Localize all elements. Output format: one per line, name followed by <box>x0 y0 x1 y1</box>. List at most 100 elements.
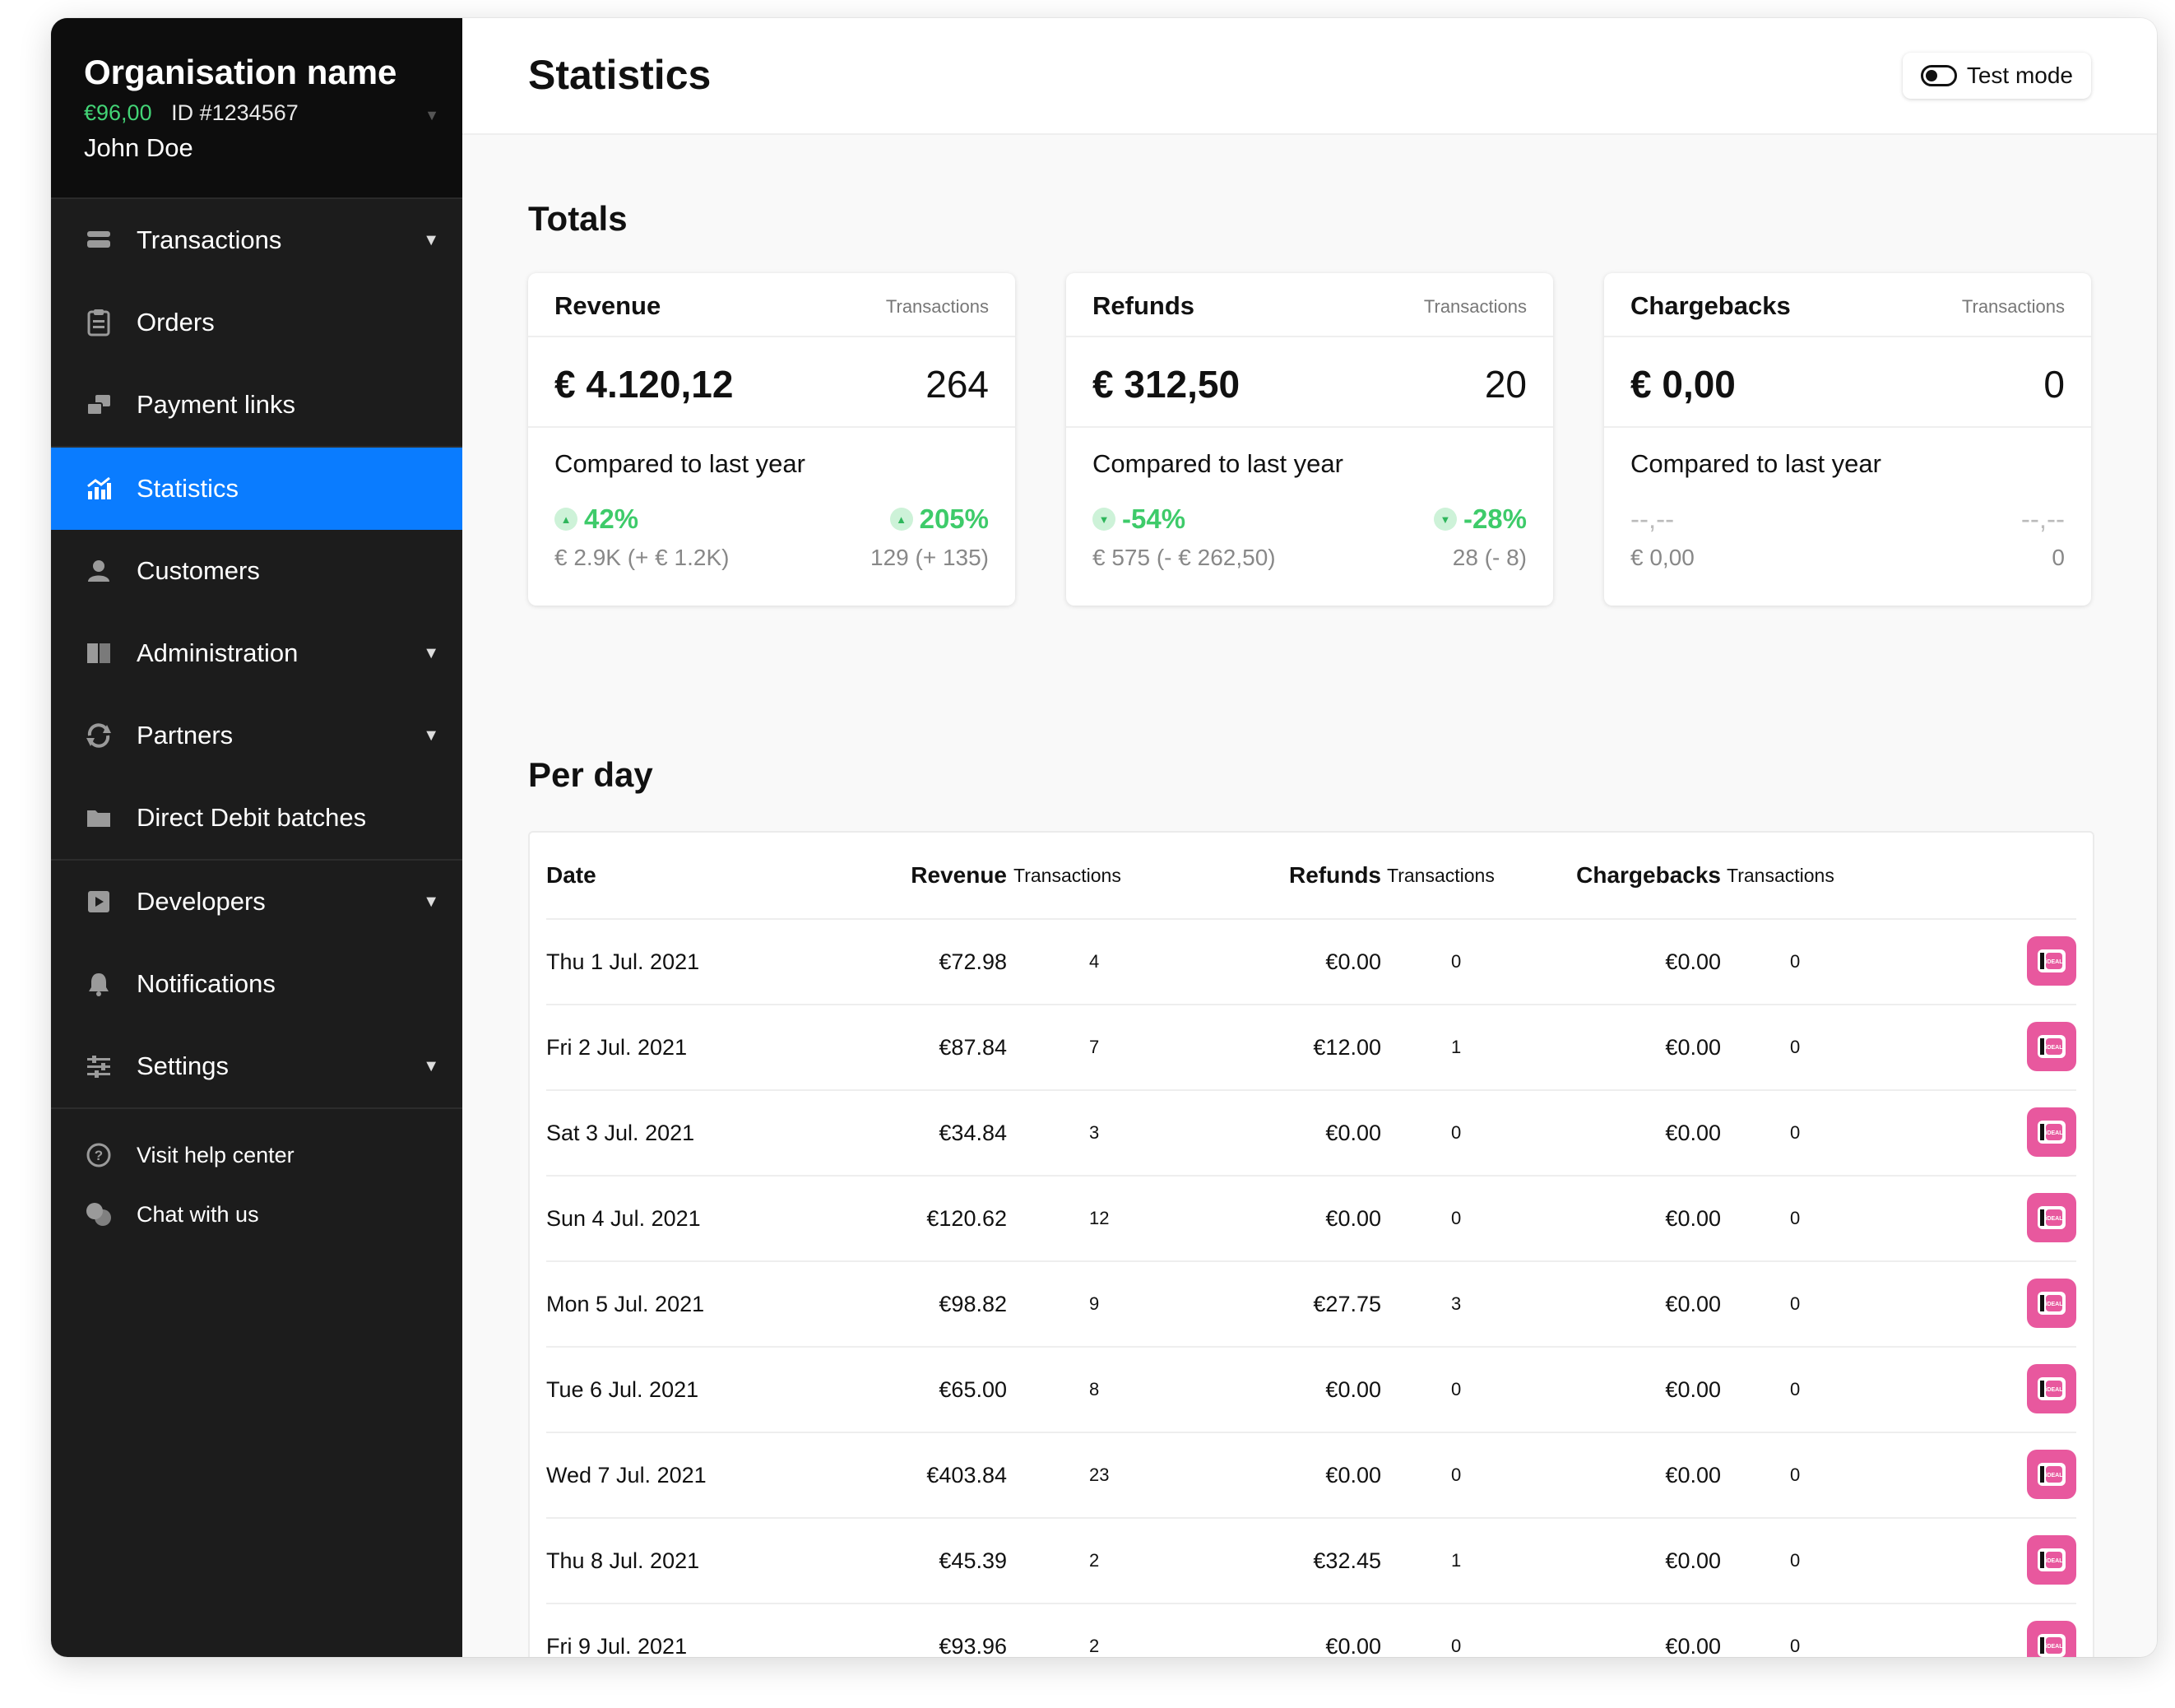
sidebar-item-direct-debit-batches[interactable]: Direct Debit batches <box>51 777 462 861</box>
revenue-card: Revenue Transactions € 4.120,12 264 Comp… <box>528 273 1015 606</box>
cell-chargebacks: €0.00 <box>1665 949 1721 974</box>
cell-refunds: €0.00 <box>1325 1120 1381 1145</box>
cell-chargebacks: €0.00 <box>1665 1462 1721 1488</box>
help-icon: ? <box>84 1140 114 1170</box>
cell-refunds-transactions: 0 <box>1451 1208 1462 1228</box>
cell-refunds-transactions: 3 <box>1451 1293 1462 1314</box>
organisation-switcher[interactable]: Organisation name €96,00 ID #1234567 Joh… <box>51 18 462 199</box>
table-row: Tue 6 Jul. 2021 €65.00 8 €0.00 0 €0.00 0 iDEAL <box>546 1348 2076 1433</box>
arrow-up-icon: ▲ <box>889 508 913 531</box>
cell-revenue-transactions: 12 <box>1089 1208 1110 1228</box>
cell-refunds: €0.00 <box>1325 1633 1381 1658</box>
chevron-down-icon: ▼ <box>423 230 439 249</box>
chat-link[interactable]: Chat with us <box>51 1185 462 1244</box>
ideal-icon[interactable]: iDEAL <box>2027 1107 2076 1157</box>
chevron-down-icon: ▼ <box>423 892 439 911</box>
column-header-refunds: Refunds <box>1289 862 1381 888</box>
cell-date: Thu 8 Jul. 2021 <box>546 1548 700 1573</box>
ideal-icon[interactable]: iDEAL <box>2027 1279 2076 1328</box>
cell-chargebacks: €0.00 <box>1665 1548 1721 1573</box>
cell-refunds-transactions: 0 <box>1451 1122 1462 1143</box>
sidebar-item-label: Settings <box>137 1051 230 1080</box>
card-amounts: € 312,50 20 <box>1066 337 1553 428</box>
sidebar-item-customers[interactable]: Customers <box>51 530 462 612</box>
cell-date: Thu 1 Jul. 2021 <box>546 949 700 974</box>
cell-chargebacks: €0.00 <box>1665 1376 1721 1402</box>
cell-refunds-transactions: 0 <box>1451 1636 1462 1656</box>
cell-revenue: €403.84 <box>926 1462 1007 1488</box>
cell-refunds-transactions: 1 <box>1451 1037 1462 1057</box>
card-title: Revenue <box>554 291 661 320</box>
cell-chargebacks: €0.00 <box>1665 1034 1721 1060</box>
count-change-pct: 205% <box>919 504 989 534</box>
count-change-pct: -28% <box>1463 504 1527 534</box>
sidebar-item-label: Transactions <box>137 225 282 254</box>
top-bar: Statistics Test mode <box>462 18 2157 135</box>
cell-revenue-transactions: 9 <box>1089 1293 1100 1314</box>
ideal-icon[interactable]: iDEAL <box>2027 936 2076 986</box>
table-header: Date Revenue Transactions Refunds Transa… <box>546 833 2076 920</box>
sidebar-item-label: Orders <box>137 308 215 336</box>
card-title: Chargebacks <box>1630 291 1791 320</box>
card-transactions-label: Transactions <box>885 296 989 317</box>
sidebar-item-settings[interactable]: Settings ▼ <box>51 1025 462 1109</box>
ideal-icon[interactable]: iDEAL <box>2027 1621 2076 1657</box>
help-center-link[interactable]: ? Visit help center <box>51 1126 462 1185</box>
sidebar-item-developers[interactable]: Developers ▼ <box>51 861 462 943</box>
compare-label: Compared to last year <box>554 449 805 478</box>
amount-change-pct: 42% <box>584 504 639 534</box>
amount-last-year: € 0,00 <box>1630 545 1695 570</box>
table-row: Fri 2 Jul. 2021 €87.84 7 €12.00 1 €0.00 0 iDEAL <box>546 1005 2076 1091</box>
sidebar-nav: Transactions ▼ Orders Payment links Sta <box>51 199 462 1109</box>
column-header-revenue-transactions: Transactions <box>1013 864 1121 886</box>
cell-revenue: €45.39 <box>939 1548 1007 1573</box>
sidebar-item-notifications[interactable]: Notifications <box>51 943 462 1025</box>
sidebar-item-label: Payment links <box>137 390 295 419</box>
ideal-icon[interactable]: iDEAL <box>2027 1193 2076 1242</box>
sidebar-item-partners[interactable]: Partners ▼ <box>51 694 462 777</box>
svg-text:iDEAL: iDEAL <box>2046 1387 2064 1393</box>
sidebar-item-orders[interactable]: Orders <box>51 281 462 364</box>
amount-change: ▼ -54% <box>1092 504 1185 535</box>
sidebar-item-statistics[interactable]: Statistics <box>51 448 462 530</box>
organisation-name: Organisation name <box>84 53 397 91</box>
cell-chargebacks: €0.00 <box>1665 1633 1721 1658</box>
arrow-down-icon: ▼ <box>1092 508 1115 531</box>
sidebar-item-label: Direct Debit batches <box>137 803 367 832</box>
ideal-icon[interactable]: iDEAL <box>2027 1535 2076 1585</box>
chevron-down-icon: ▼ <box>424 107 439 123</box>
cell-revenue: €87.84 <box>939 1034 1007 1060</box>
cell-revenue-transactions: 7 <box>1089 1037 1100 1057</box>
cell-chargebacks-transactions: 0 <box>1790 1208 1801 1228</box>
ideal-icon[interactable]: iDEAL <box>2027 1022 2076 1071</box>
test-mode-toggle[interactable]: Test mode <box>1902 53 2091 99</box>
cell-revenue-transactions: 4 <box>1089 951 1100 972</box>
card-transaction-count: 20 <box>1484 363 1527 406</box>
chevron-down-icon: ▼ <box>423 1056 439 1075</box>
sidebar-item-label: Developers <box>137 887 266 916</box>
card-transaction-count: 264 <box>925 363 989 406</box>
cell-date: Sat 3 Jul. 2021 <box>546 1120 695 1145</box>
column-header-refunds-transactions: Transactions <box>1387 864 1495 886</box>
cell-chargebacks: €0.00 <box>1665 1291 1721 1316</box>
card-header: Revenue Transactions <box>528 273 1015 337</box>
sidebar-item-transactions[interactable]: Transactions ▼ <box>51 199 462 281</box>
sidebar-item-payment-links[interactable]: Payment links <box>51 364 462 448</box>
sidebar-item-administration[interactable]: Administration ▼ <box>51 612 462 694</box>
sidebar-item-label: Administration <box>137 638 299 667</box>
amount-change-pct: --,-- <box>1630 504 1675 534</box>
cell-revenue: €72.98 <box>939 949 1007 974</box>
cell-refunds: €0.00 <box>1325 1205 1381 1231</box>
count-change-pct: --,-- <box>2020 504 2065 534</box>
cell-refunds: €12.00 <box>1313 1034 1381 1060</box>
chevron-down-icon: ▼ <box>423 726 439 745</box>
card-header: Refunds Transactions <box>1066 273 1553 337</box>
chat-label: Chat with us <box>137 1201 259 1227</box>
cell-chargebacks: €0.00 <box>1665 1205 1721 1231</box>
table-row: Mon 5 Jul. 2021 €98.82 9 €27.75 3 €0.00 0 iDEAL <box>546 1262 2076 1348</box>
cell-refunds: €0.00 <box>1325 1376 1381 1402</box>
cell-revenue: €34.84 <box>939 1120 1007 1145</box>
ideal-icon[interactable]: iDEAL <box>2027 1364 2076 1413</box>
organisation-meta: €96,00 ID #1234567 <box>84 100 299 126</box>
ideal-icon[interactable]: iDEAL <box>2027 1450 2076 1499</box>
